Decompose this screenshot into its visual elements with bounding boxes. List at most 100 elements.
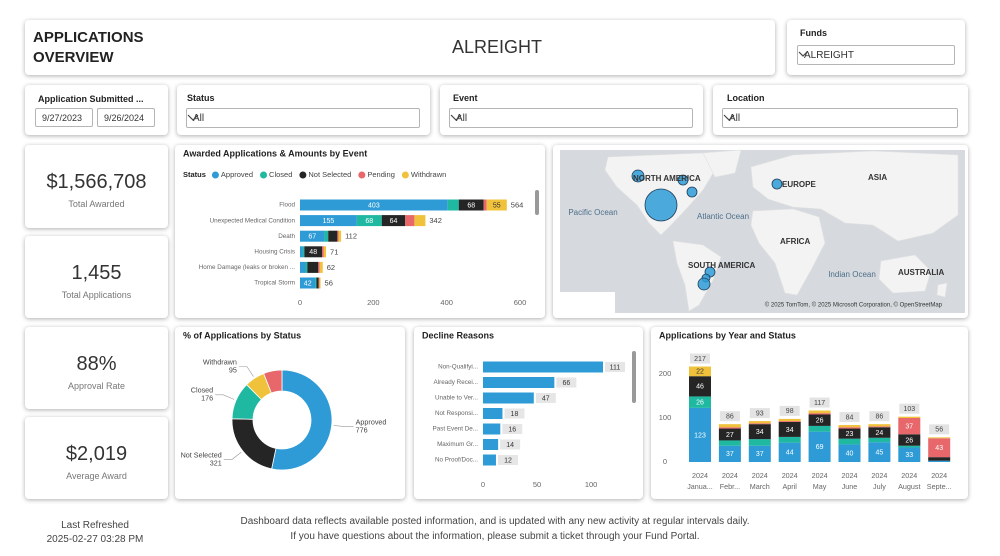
data-label: 45 — [876, 449, 884, 456]
dropdown[interactable]: All — [449, 108, 693, 128]
legend-label: Approved — [221, 170, 253, 179]
kpi-card: $2,019 Average Award — [25, 417, 168, 499]
legend-swatch — [401, 171, 409, 179]
bar-segment — [778, 442, 801, 462]
bar-segment — [718, 445, 741, 462]
fund-name: ALREIGHT — [451, 37, 543, 57]
dropdown[interactable]: All — [722, 108, 958, 128]
bar-segment — [808, 414, 831, 426]
total-label: 86 — [726, 414, 734, 421]
bar-segment — [689, 396, 711, 408]
data-label: 68 — [467, 202, 475, 209]
data-label: 26 — [696, 400, 704, 407]
bar-segment — [838, 425, 861, 428]
bar-segment — [486, 199, 507, 211]
scrollbar[interactable] — [632, 351, 636, 403]
bubble[interactable] — [771, 178, 783, 190]
bar-segment — [447, 199, 459, 211]
total-label: 112 — [345, 232, 357, 241]
bubble[interactable] — [644, 188, 678, 222]
bubble[interactable] — [697, 277, 711, 291]
kpi-card: $1,566,708 Total Awarded — [25, 145, 168, 228]
data-label: 37 — [756, 451, 764, 458]
slice-label: Not Selected — [181, 451, 222, 460]
date-start[interactable]: 9/27/2023 — [35, 108, 93, 127]
y-tick-label: Maximum Gr... — [437, 441, 478, 448]
data-label: 44 — [786, 450, 794, 457]
total-box — [690, 353, 710, 364]
data-label-box — [556, 377, 577, 388]
map-bubbles — [631, 169, 783, 291]
scrollbar[interactable] — [535, 190, 539, 215]
kpi-value: $1,566,708 — [46, 171, 147, 193]
bar-segment — [808, 410, 831, 414]
bubble[interactable] — [677, 174, 689, 186]
total-label: 71 — [330, 247, 338, 256]
bar-segment — [928, 437, 951, 439]
chevron — [187, 114, 199, 121]
date-slicer: Application Submitted ... 9/27/2023 9/26… — [25, 85, 168, 135]
data-label: 24 — [876, 430, 884, 437]
dropdown-value: All — [456, 112, 468, 124]
dropdown[interactable]: ALREIGHT — [797, 45, 955, 65]
map-label: AFRICA — [780, 237, 810, 246]
data-label: 403 — [368, 202, 380, 209]
bar-segment — [898, 445, 921, 448]
bar-segment — [338, 230, 342, 242]
x-tick-label: 50 — [533, 480, 541, 489]
bar-segment — [318, 277, 320, 289]
dropdown-value: All — [729, 112, 741, 124]
leader-line — [333, 425, 354, 427]
slicer-label: Status — [187, 93, 215, 103]
kpi-label: Total Applications — [61, 290, 132, 300]
total-box — [719, 411, 740, 422]
y-tick-label: 200 — [659, 369, 672, 378]
bubble[interactable] — [631, 169, 645, 183]
bar-segment — [315, 277, 317, 289]
chart-card: Decline Reasons 0 50 100 Non-Qualifyi... 111 A… — [414, 327, 643, 499]
dropdown[interactable]: All — [186, 108, 420, 128]
data-label: 23 — [846, 431, 854, 438]
map-label: ASIA — [868, 173, 887, 182]
bar-segment — [718, 427, 741, 429]
data-label: 68 — [365, 218, 373, 225]
legend-swatch — [211, 171, 219, 179]
data-label: 16 — [508, 426, 516, 433]
bar-segment — [302, 246, 305, 258]
bar — [483, 423, 501, 435]
donut-slice — [271, 369, 333, 471]
map: NORTH AMERICA EUROPE ASIA AFRICA SOUTH A… — [560, 149, 965, 313]
total-label: 62 — [327, 263, 335, 272]
y-tick-label: Not Responsi... — [435, 410, 478, 417]
chart-title: Decline Reasons — [422, 330, 494, 340]
total-box — [929, 424, 950, 435]
bar-segment — [808, 413, 831, 415]
date-end[interactable]: 9/26/2024 — [97, 108, 155, 127]
bar-segment — [898, 416, 921, 418]
data-label: 123 — [694, 432, 706, 439]
slice-value: 95 — [229, 365, 237, 374]
bar-segment — [300, 230, 325, 242]
status-slicer: Status All — [177, 85, 430, 135]
refresh-label: Last Refreshed — [61, 520, 129, 531]
y-tick-label: Past Event De... — [433, 426, 479, 433]
total-box — [749, 408, 770, 419]
ocean-label: Indian Ocean — [828, 270, 876, 279]
bar-segment — [324, 230, 329, 242]
slicer-label: Location — [727, 93, 765, 103]
map-label: NORTH AMERICA — [633, 174, 701, 183]
slice-value: 776 — [356, 426, 368, 435]
map-label: SOUTH AMERICA — [688, 261, 755, 270]
legend-swatch — [260, 171, 268, 179]
data-label-box — [497, 455, 518, 465]
bubble[interactable] — [686, 186, 698, 198]
x-tick-label: 2024 — [722, 471, 738, 480]
leader-line — [215, 394, 235, 400]
total-label: 84 — [846, 414, 854, 421]
bar-segment — [381, 215, 406, 227]
bar-segment — [868, 437, 891, 443]
data-label: 14 — [506, 442, 514, 449]
chart-card: Awarded Applications & Amounts by Event S… — [175, 145, 545, 318]
